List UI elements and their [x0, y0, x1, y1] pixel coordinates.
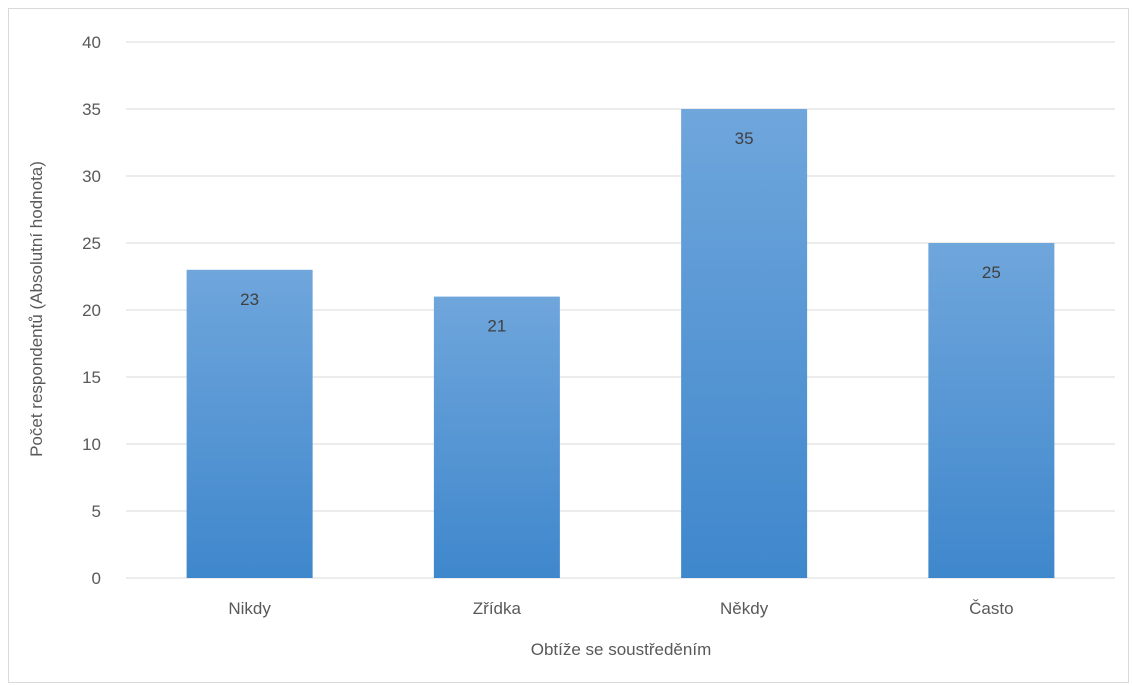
y-tick-label: 35: [82, 100, 101, 119]
bar-chart: 0 5 10 15 20 25 30 35 40 Nikdy Zřídka Někdy Často 2…: [27, 33, 1115, 659]
y-axis-ticks: 0 5 10 15 20 25 30 35 40: [82, 33, 101, 588]
y-tick-label: 0: [92, 569, 101, 588]
chart-frame: 0 5 10 15 20 25 30 35 40 Nikdy Zřídka Někdy Často 2…: [8, 8, 1129, 683]
x-axis-ticks: Nikdy Zřídka Někdy Často: [228, 599, 1013, 618]
y-tick-label: 25: [82, 234, 101, 253]
y-tick-label: 40: [82, 33, 101, 52]
data-label: 35: [735, 129, 754, 148]
x-tick-label: Někdy: [720, 599, 769, 618]
bar-4: [928, 243, 1055, 578]
x-tick-label: Nikdy: [228, 599, 271, 618]
bar-2: [433, 296, 560, 578]
y-tick-label: 5: [92, 502, 101, 521]
y-tick-label: 15: [82, 368, 101, 387]
x-tick-label: Často: [969, 599, 1013, 618]
x-axis-title: Obtíže se soustředěním: [531, 640, 711, 659]
data-labels: 23 21 35 25: [240, 129, 1001, 336]
data-label: 21: [487, 317, 506, 336]
bar-1: [186, 269, 313, 578]
y-axis-title: Počet respondentů (Absolutní hodnota): [27, 161, 46, 457]
bars: [186, 109, 1055, 578]
y-tick-label: 30: [82, 167, 101, 186]
bar-3: [681, 109, 808, 578]
x-tick-label: Zřídka: [473, 599, 522, 618]
data-label: 25: [982, 263, 1001, 282]
data-label: 23: [240, 290, 259, 309]
y-tick-label: 10: [82, 435, 101, 454]
y-tick-label: 20: [82, 301, 101, 320]
